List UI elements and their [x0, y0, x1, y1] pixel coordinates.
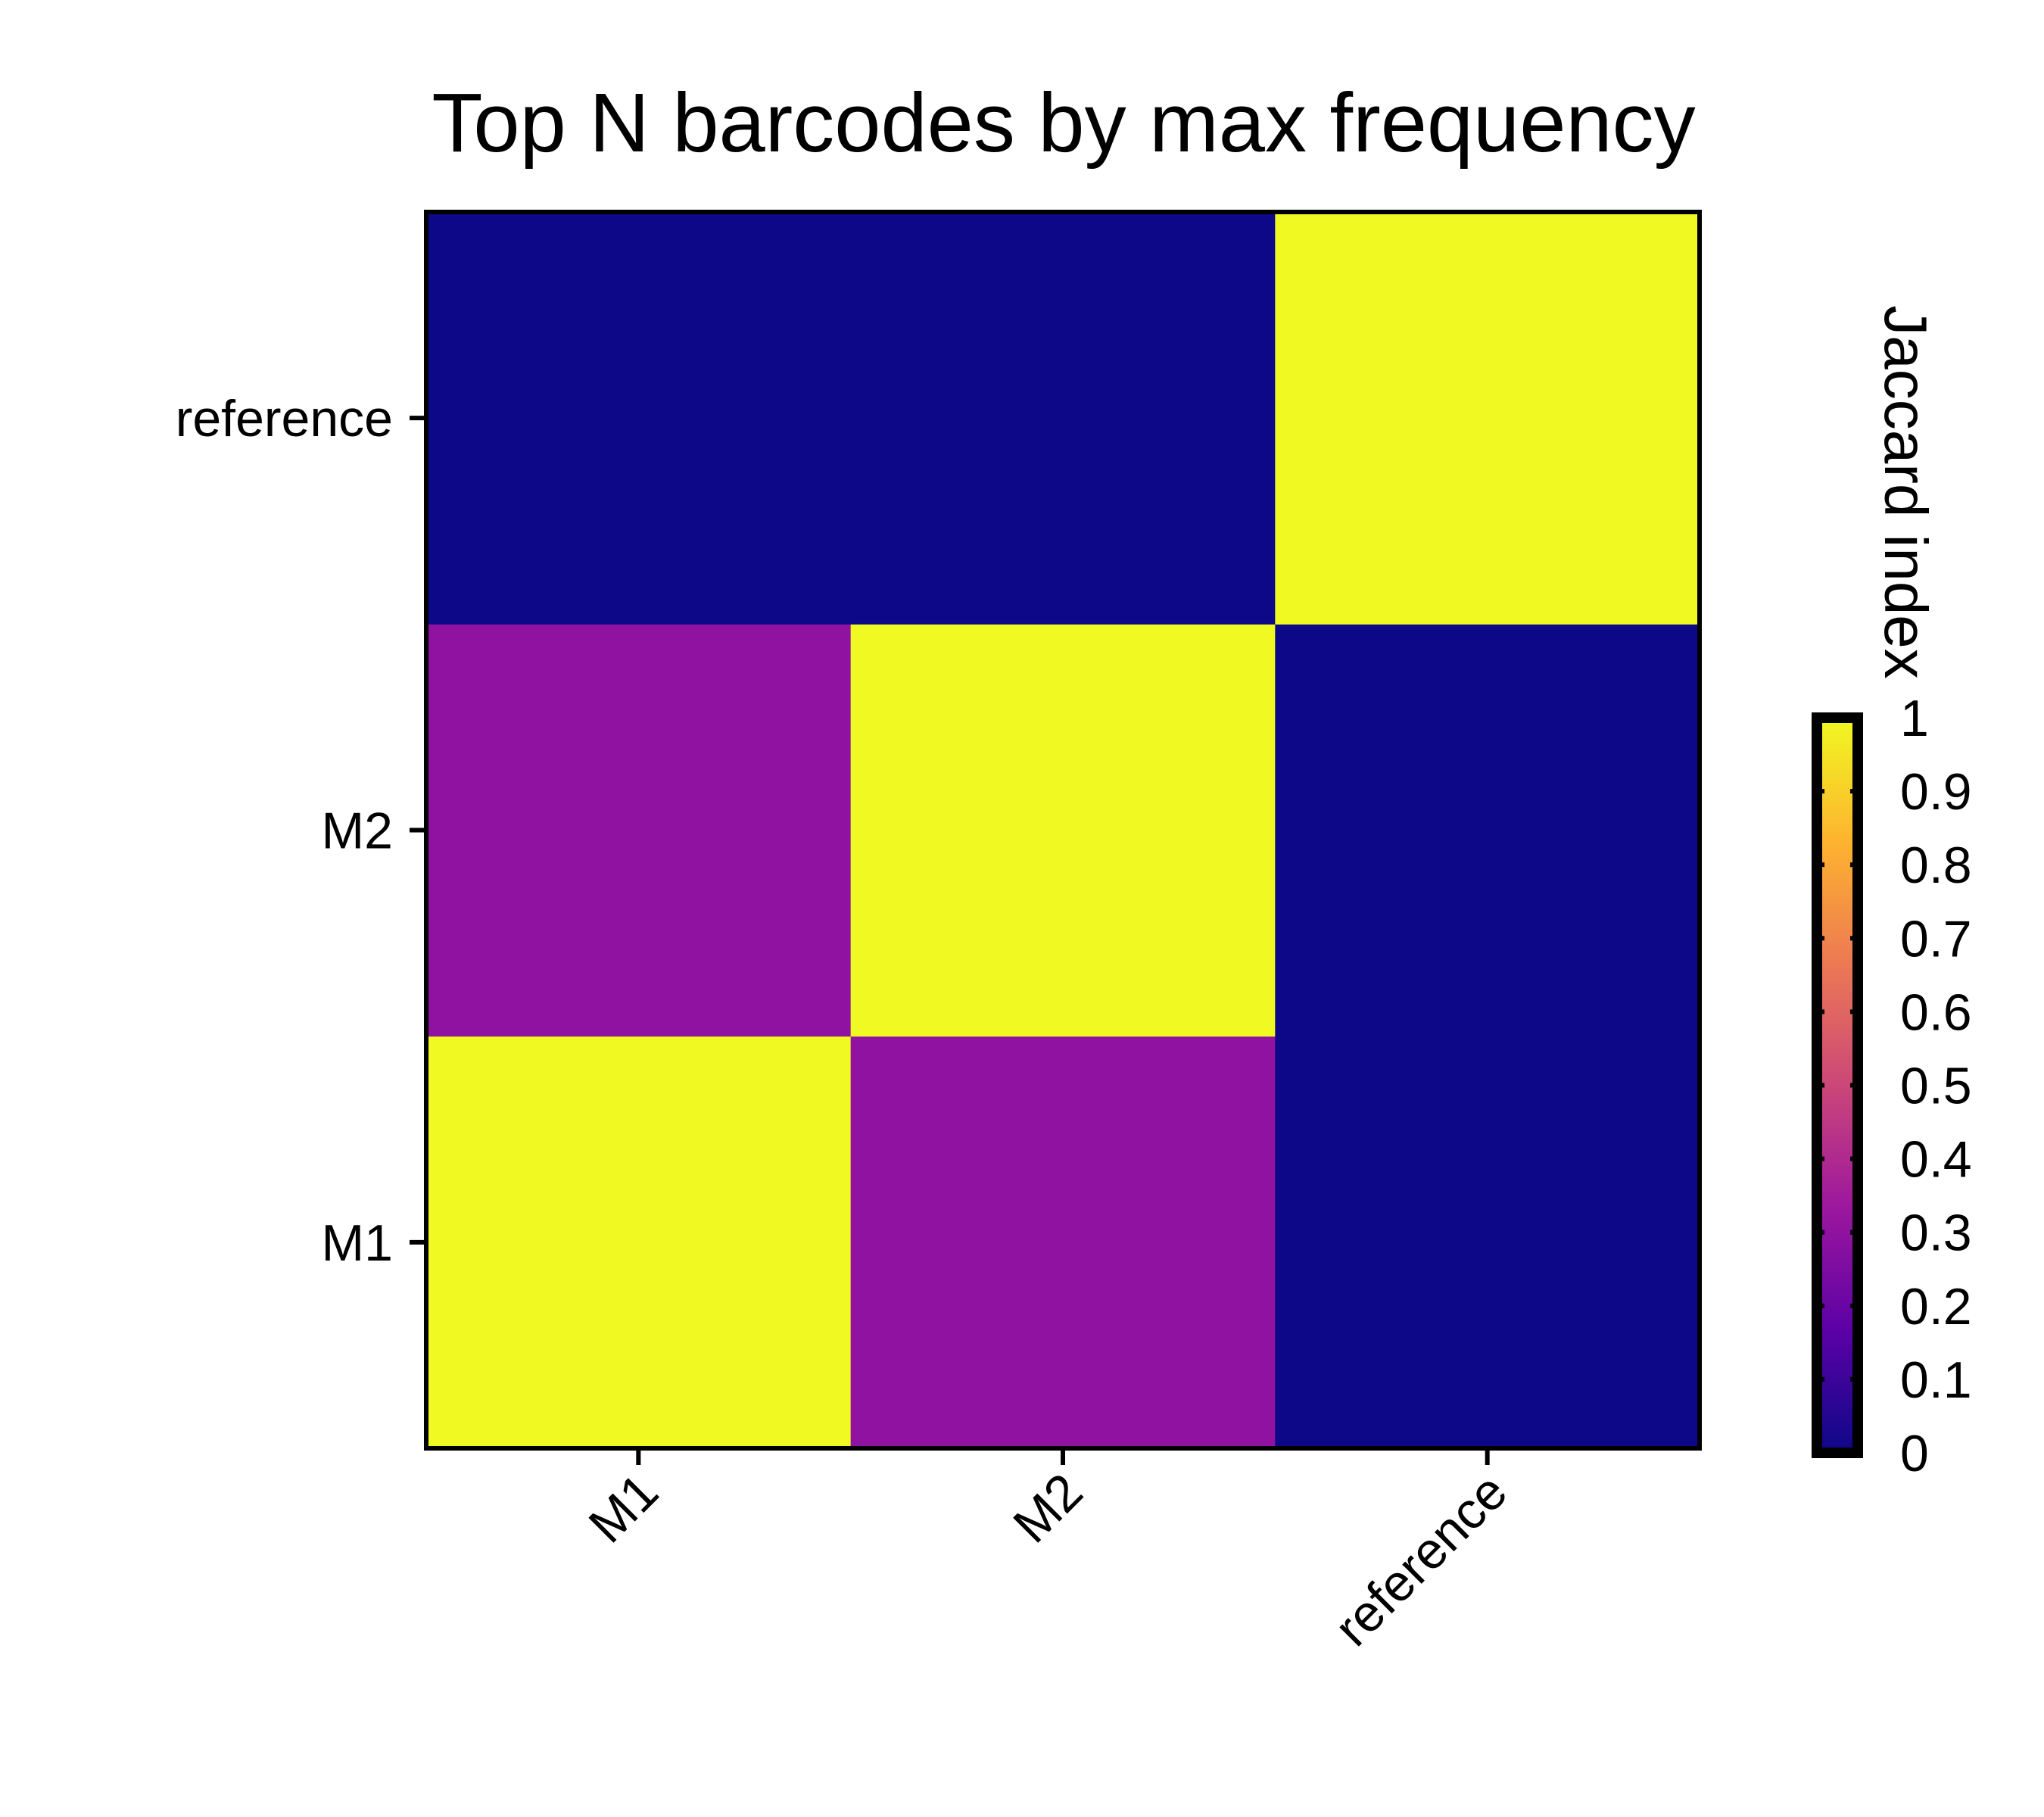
x-tick-label: M1 — [578, 1463, 669, 1554]
colorbar-tick-label: 0.8 — [1900, 837, 1972, 894]
colorbar-ticks: 0 0.1 0.2 0.3 0.4 0.5 0.6 0.7 0.8 0.9 1 — [1817, 690, 1972, 1482]
colorbar-tick-label: 0.7 — [1900, 910, 1972, 968]
colorbar-tick-label: 0.2 — [1900, 1278, 1972, 1335]
heatmap-cell-M2-M2 — [850, 624, 1276, 1037]
y-axis: M1 M2 reference — [176, 390, 426, 1272]
colorbar-tick-label: 0.6 — [1900, 983, 1972, 1041]
y-tick-label: M2 — [322, 803, 393, 860]
colorbar-tick-label: 0 — [1900, 1425, 1929, 1482]
heatmap-cells — [426, 212, 1700, 1449]
colorbar-tick-label: 0.1 — [1900, 1351, 1972, 1409]
colorbar-tick-label: 0.5 — [1900, 1058, 1972, 1115]
x-tick-label: M2 — [1002, 1463, 1094, 1554]
colorbar-label: Jaccard index — [1872, 305, 1940, 679]
chart-title: Top N barcodes by max frequency — [432, 76, 1695, 170]
heatmap-cell-reference-M2 — [850, 212, 1276, 625]
heatmap-cell-M1-M2 — [850, 1036, 1276, 1449]
colorbar-tick-label: 0.4 — [1900, 1131, 1972, 1189]
heatmap-cell-M2-M1 — [426, 624, 852, 1037]
y-tick-label: M1 — [322, 1214, 393, 1272]
x-tick-label: reference — [1323, 1463, 1518, 1657]
colorbar-tick-label: 0.3 — [1900, 1205, 1972, 1262]
heatmap-cell-M2-reference — [1275, 624, 1700, 1037]
heatmap-cell-reference-M1 — [426, 212, 852, 625]
heatmap-cell-reference-reference — [1275, 212, 1700, 625]
heatmap-cell-M1-M1 — [426, 1036, 852, 1449]
y-tick-label: reference — [176, 390, 393, 447]
colorbar-tick-label: 1 — [1900, 690, 1929, 747]
heatmap-cell-M1-reference — [1275, 1036, 1700, 1449]
x-axis: M1 M2 reference — [578, 1448, 1518, 1657]
colorbar: 0 0.1 0.2 0.3 0.4 0.5 0.6 0.7 0.8 0.9 1 Jaccard in… — [1812, 305, 1972, 1482]
colorbar-tick-label: 0.9 — [1900, 763, 1972, 821]
